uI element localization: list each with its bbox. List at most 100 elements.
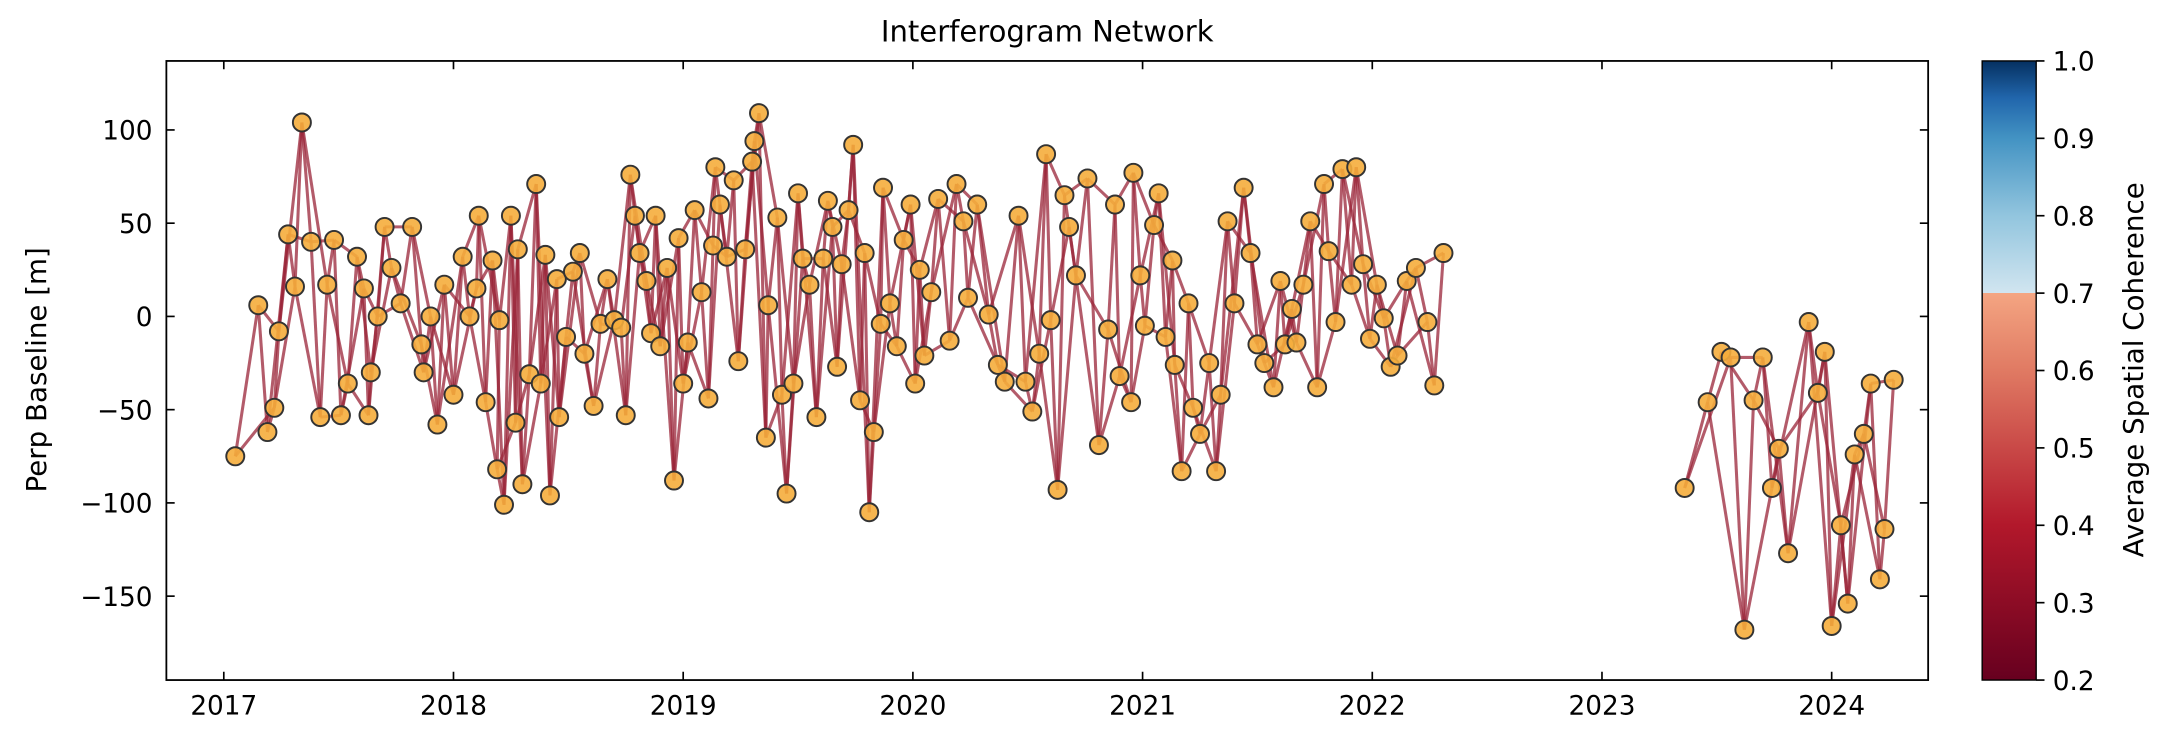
edge bbox=[1003, 215, 1021, 382]
point bbox=[1217, 211, 1238, 232]
edge bbox=[543, 254, 552, 496]
edge bbox=[1085, 178, 1101, 446]
point bbox=[489, 310, 510, 331]
edge bbox=[1207, 362, 1218, 472]
edge bbox=[1097, 329, 1110, 446]
edge bbox=[293, 122, 304, 287]
edge bbox=[1271, 280, 1282, 388]
point bbox=[863, 422, 884, 443]
x-tick-label: 2019 bbox=[650, 692, 717, 722]
edge bbox=[362, 288, 371, 416]
edge bbox=[520, 374, 531, 485]
edge bbox=[1074, 178, 1089, 276]
point bbox=[813, 248, 834, 269]
point bbox=[1366, 274, 1387, 295]
edge bbox=[1853, 454, 1882, 580]
edge bbox=[1037, 353, 1060, 491]
edge bbox=[1683, 356, 1733, 489]
edge bbox=[1232, 187, 1246, 304]
edge bbox=[605, 278, 628, 416]
edge bbox=[1097, 375, 1122, 446]
edge bbox=[693, 209, 704, 293]
y-tick-label: −100 bbox=[80, 490, 152, 520]
edge bbox=[1315, 321, 1337, 388]
edge bbox=[429, 316, 439, 425]
edge bbox=[1301, 183, 1326, 286]
edge bbox=[468, 316, 488, 403]
edge bbox=[1882, 379, 1896, 530]
point bbox=[1417, 312, 1438, 332]
edge bbox=[399, 302, 426, 373]
point bbox=[703, 235, 724, 256]
point bbox=[1155, 326, 1176, 347]
point bbox=[1224, 293, 1245, 314]
point bbox=[850, 390, 871, 411]
point bbox=[539, 485, 560, 506]
point bbox=[569, 243, 590, 263]
point bbox=[535, 244, 556, 265]
edge bbox=[1742, 487, 1774, 630]
edge bbox=[718, 204, 740, 362]
point bbox=[360, 362, 381, 383]
point bbox=[755, 427, 776, 448]
point bbox=[1424, 375, 1445, 396]
edge bbox=[1354, 166, 1379, 285]
point bbox=[264, 397, 285, 418]
edge bbox=[929, 183, 959, 293]
edge bbox=[936, 198, 952, 341]
edge bbox=[863, 252, 871, 513]
edge bbox=[539, 278, 559, 384]
point bbox=[928, 188, 949, 209]
edge bbox=[961, 220, 991, 315]
edge bbox=[1129, 172, 1135, 403]
x-tick-label: 2021 bbox=[1109, 692, 1176, 722]
edge bbox=[677, 238, 685, 384]
edge bbox=[1334, 169, 1344, 323]
y-tick-label: 0 bbox=[136, 303, 153, 333]
point bbox=[914, 345, 935, 366]
edge bbox=[1131, 172, 1142, 276]
edge bbox=[346, 256, 359, 384]
point bbox=[1752, 347, 1773, 368]
x-tick-label: 2020 bbox=[879, 692, 946, 722]
point bbox=[1734, 619, 1755, 640]
edge bbox=[1354, 167, 1365, 265]
colorbar-tick-label: 0.9 bbox=[2053, 125, 2095, 155]
edge bbox=[442, 284, 456, 395]
point bbox=[1373, 308, 1394, 329]
point bbox=[1433, 243, 1454, 263]
point bbox=[767, 207, 788, 228]
point bbox=[367, 306, 388, 327]
point bbox=[1105, 194, 1125, 215]
edge bbox=[1327, 251, 1338, 323]
edge bbox=[451, 256, 465, 395]
edge bbox=[961, 221, 970, 298]
edge bbox=[757, 112, 779, 218]
edge bbox=[775, 217, 795, 384]
point bbox=[668, 228, 689, 249]
point bbox=[1109, 366, 1130, 387]
point bbox=[1300, 211, 1321, 232]
edge bbox=[1037, 154, 1048, 354]
edge bbox=[1432, 252, 1446, 386]
edge bbox=[881, 187, 892, 304]
point bbox=[1341, 274, 1362, 295]
point bbox=[705, 157, 726, 178]
point bbox=[1674, 478, 1695, 498]
point bbox=[549, 407, 570, 428]
edge bbox=[628, 174, 648, 282]
y-tick-label: −150 bbox=[80, 583, 152, 613]
point bbox=[1281, 298, 1302, 319]
point bbox=[905, 373, 926, 394]
y-tick-label: 50 bbox=[119, 210, 152, 240]
point bbox=[893, 229, 914, 250]
edge bbox=[1322, 183, 1331, 252]
edge bbox=[808, 284, 818, 418]
edge bbox=[948, 183, 959, 341]
point bbox=[1405, 257, 1426, 278]
point bbox=[1318, 241, 1339, 262]
edge bbox=[1729, 357, 1746, 630]
edge bbox=[272, 286, 297, 409]
